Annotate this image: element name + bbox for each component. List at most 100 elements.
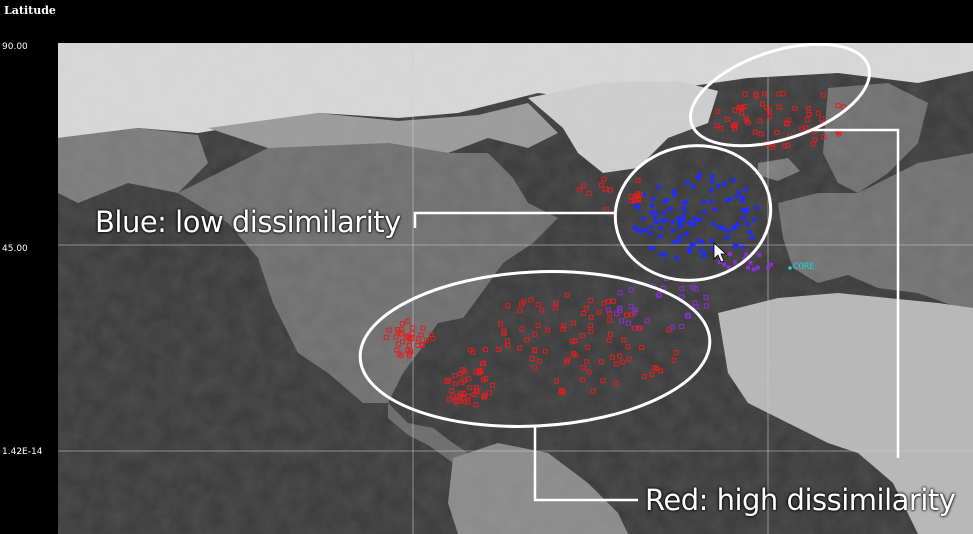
observation-marker xyxy=(687,246,692,251)
observation-marker xyxy=(586,190,592,196)
observation-marker xyxy=(668,207,673,212)
observation-marker xyxy=(685,180,690,185)
observation-marker xyxy=(635,177,641,183)
observation-marker xyxy=(398,331,404,337)
observation-marker xyxy=(649,210,654,215)
red-leader-line xyxy=(533,427,638,502)
observation-marker xyxy=(672,193,677,197)
observation-marker xyxy=(710,247,715,252)
observation-marker xyxy=(746,265,750,270)
observation-marker xyxy=(715,109,721,115)
observation-marker xyxy=(580,377,586,383)
observation-marker xyxy=(409,335,415,341)
observation-marker xyxy=(415,343,421,348)
observation-marker xyxy=(710,238,714,243)
observation-marker xyxy=(639,345,645,350)
observation-marker xyxy=(473,388,479,394)
observation-marker xyxy=(505,303,511,309)
observation-marker xyxy=(628,303,634,309)
observation-marker xyxy=(496,347,502,352)
observation-marker xyxy=(732,126,738,132)
observation-marker xyxy=(603,207,609,213)
observation-marker xyxy=(482,347,488,352)
observation-marker xyxy=(424,338,429,343)
observation-marker xyxy=(658,234,663,239)
observation-marker xyxy=(835,103,841,109)
observation-marker xyxy=(539,307,545,313)
observation-marker xyxy=(588,328,594,334)
observation-marker xyxy=(596,309,602,315)
observation-marker xyxy=(462,368,468,374)
observation-marker xyxy=(552,305,558,311)
satellite-map[interactable] xyxy=(58,43,973,534)
observation-marker xyxy=(641,374,647,380)
observation-marker xyxy=(459,379,465,385)
observation-marker xyxy=(588,314,594,320)
observation-marker xyxy=(637,326,643,331)
north-atlantic-ellipse xyxy=(689,43,871,148)
observation-marker xyxy=(406,335,412,341)
observation-marker xyxy=(662,210,667,215)
observation-marker xyxy=(642,227,647,232)
observation-marker xyxy=(742,91,748,97)
observation-marker xyxy=(465,399,471,405)
blue-low-dissimilarity-label: Blue: low dissimilarity xyxy=(95,205,401,239)
observation-marker xyxy=(740,195,745,200)
observation-marker xyxy=(603,186,608,192)
observation-marker xyxy=(654,220,659,224)
observation-marker xyxy=(741,207,746,212)
observation-marker xyxy=(785,142,791,148)
observation-marker xyxy=(651,246,656,250)
observation-marker xyxy=(679,294,685,300)
observation-marker xyxy=(764,105,770,110)
observation-marker xyxy=(554,378,560,384)
observation-marker xyxy=(617,308,623,314)
observation-marker xyxy=(753,91,759,97)
observation-marker xyxy=(703,294,709,300)
observation-marker xyxy=(560,389,566,394)
observation-marker xyxy=(501,330,507,336)
observation-marker xyxy=(692,216,697,221)
observation-marker xyxy=(453,398,459,404)
observation-marker xyxy=(405,318,410,324)
observation-marker xyxy=(386,327,392,333)
observation-marker xyxy=(599,359,604,365)
observation-marker xyxy=(684,232,689,237)
observation-marker xyxy=(724,235,729,240)
observation-marker xyxy=(625,344,631,350)
observation-marker xyxy=(679,324,685,329)
observation-marker xyxy=(420,325,426,331)
observation-marker xyxy=(634,227,639,232)
observation-marker xyxy=(693,286,699,292)
observation-marker xyxy=(716,224,721,229)
observation-marker xyxy=(769,262,774,267)
observation-marker xyxy=(709,199,714,204)
observation-marker xyxy=(702,254,706,259)
observation-marker xyxy=(519,301,525,307)
observation-marker xyxy=(577,187,583,193)
observation-marker xyxy=(580,183,586,189)
observation-marker xyxy=(632,197,638,203)
observation-marker xyxy=(693,304,699,310)
observation-marker xyxy=(553,300,559,306)
observation-marker xyxy=(736,104,742,110)
observation-marker xyxy=(641,192,646,197)
observation-marker xyxy=(446,377,452,383)
observation-marker xyxy=(393,334,399,340)
observation-marker xyxy=(732,107,738,113)
graticule xyxy=(58,43,973,534)
observation-marker xyxy=(665,198,669,203)
observation-marker xyxy=(697,172,702,177)
right-bracket-line xyxy=(813,128,900,458)
observation-marker xyxy=(644,318,650,324)
observation-marker xyxy=(725,198,730,203)
observation-marker xyxy=(836,131,842,137)
observation-marker xyxy=(721,181,726,186)
observation-marker xyxy=(528,297,534,303)
observation-marker xyxy=(613,361,619,367)
observation-marker xyxy=(649,225,654,230)
observation-marker xyxy=(641,216,646,221)
observation-marker xyxy=(559,389,565,395)
observation-marker xyxy=(671,357,677,363)
observation-marker xyxy=(598,182,604,188)
